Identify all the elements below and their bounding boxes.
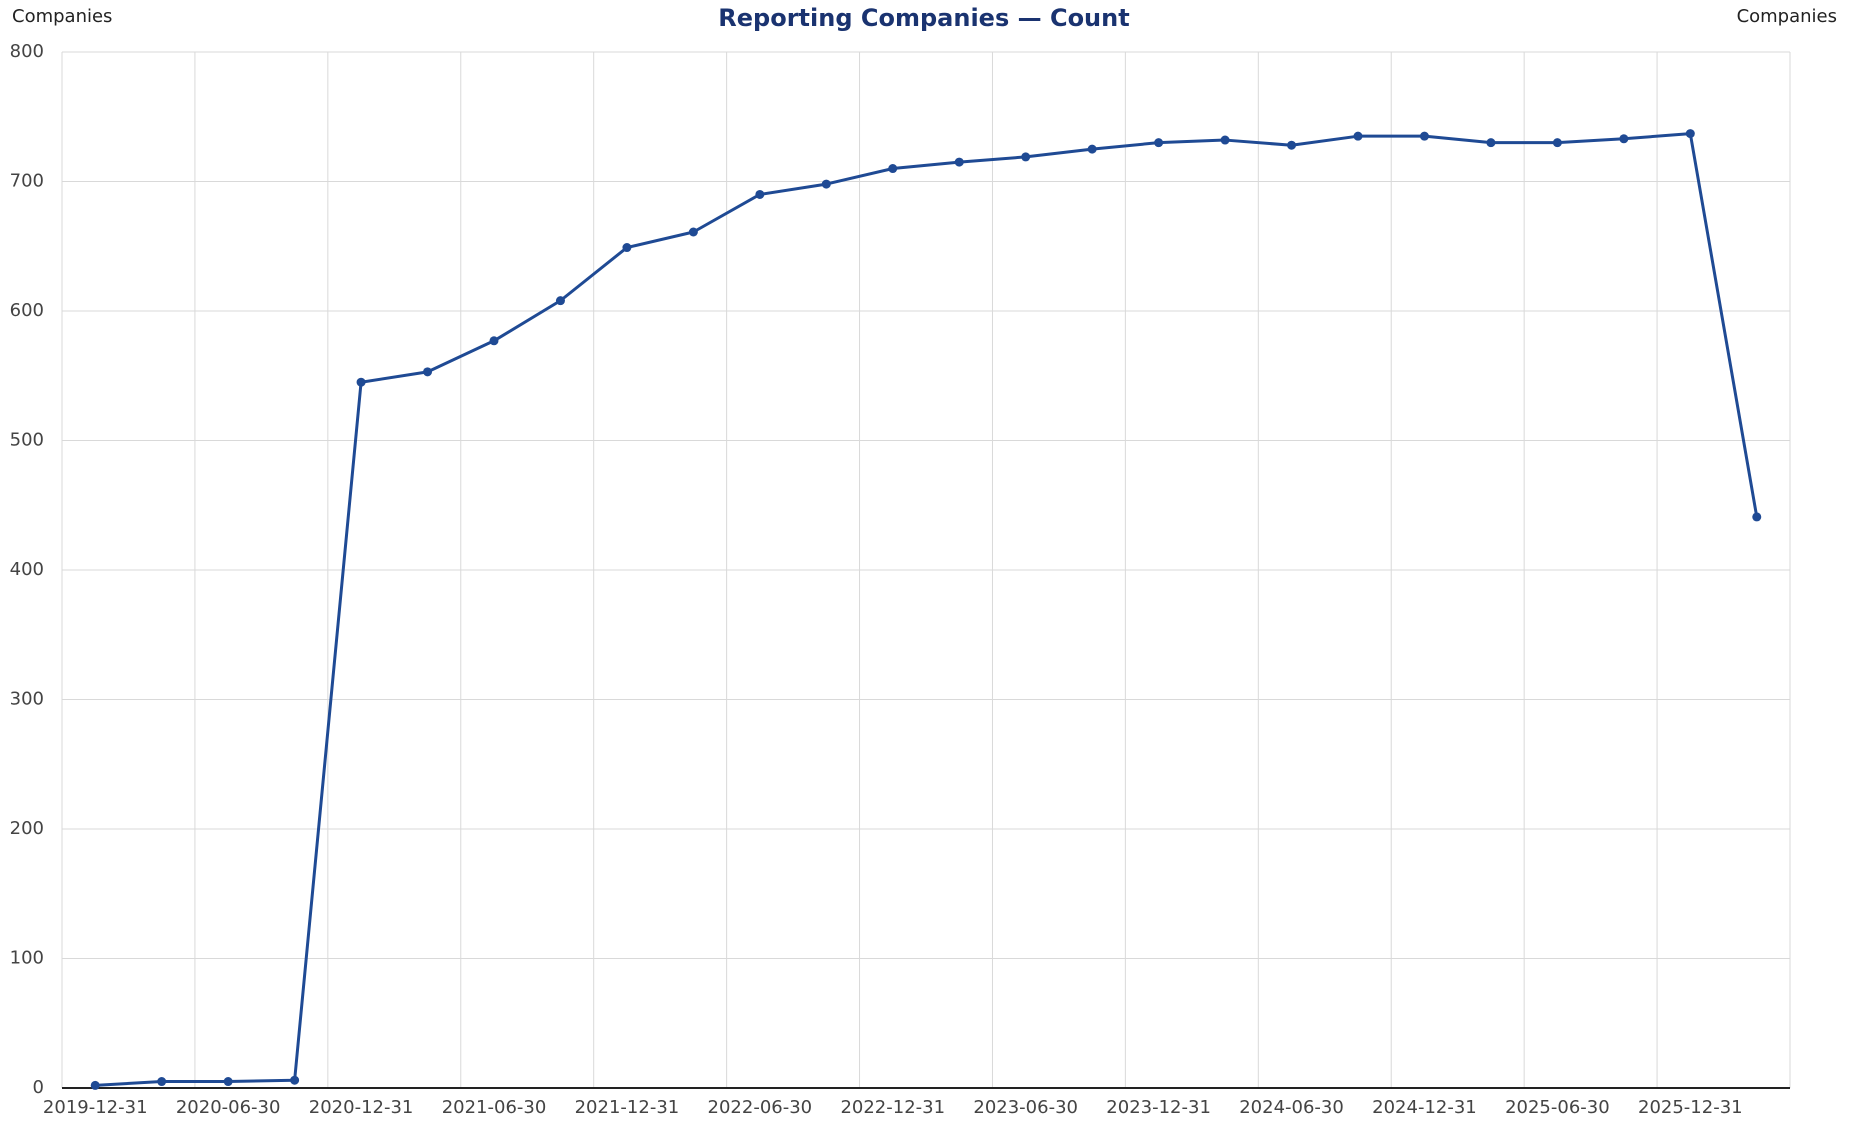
x-tick-label: 2025-12-31 [1638, 1097, 1743, 1118]
x-tick-label: 2024-06-30 [1239, 1097, 1344, 1118]
data-point [555, 296, 565, 306]
data-point [223, 1077, 233, 1087]
data-point [821, 179, 831, 189]
x-tick-label: 2023-12-31 [1106, 1097, 1211, 1118]
data-point [1552, 138, 1562, 148]
x-tick-label: 2023-06-30 [973, 1097, 1078, 1118]
data-point [954, 157, 964, 167]
data-point [356, 377, 366, 387]
y-tick-label: 400 [10, 559, 44, 580]
y-tick-label: 300 [10, 689, 44, 710]
y-tick-label: 800 [10, 41, 44, 62]
data-point [1154, 138, 1164, 148]
y-tick-label: 200 [10, 818, 44, 839]
data-point [290, 1075, 300, 1085]
x-tick-label: 2021-06-30 [442, 1097, 547, 1118]
y-axis-label-right: Companies [1737, 6, 1837, 27]
x-tick-label: 2025-06-30 [1505, 1097, 1610, 1118]
y-tick-label: 0 [33, 1077, 44, 1098]
data-point [423, 367, 433, 377]
x-tick-label: 2024-12-31 [1372, 1097, 1477, 1118]
data-point [1419, 131, 1429, 141]
data-point [688, 227, 698, 237]
data-point [157, 1077, 167, 1087]
data-point [622, 243, 632, 253]
data-point [1021, 152, 1031, 162]
data-point [1486, 138, 1496, 148]
x-tick-label: 2020-06-30 [176, 1097, 281, 1118]
x-tick-label: 2020-12-31 [309, 1097, 414, 1118]
y-tick-label: 500 [10, 430, 44, 451]
y-tick-label: 100 [10, 948, 44, 969]
data-point [755, 189, 765, 199]
data-point [1287, 140, 1297, 150]
data-point [1087, 144, 1097, 154]
data-point [1752, 512, 1762, 522]
data-point [489, 336, 499, 346]
x-tick-label: 2022-12-31 [840, 1097, 945, 1118]
x-tick-label: 2019-12-31 [43, 1097, 148, 1118]
data-point [1353, 131, 1363, 141]
data-point [1220, 135, 1230, 145]
data-point [888, 164, 898, 174]
data-point [1685, 129, 1695, 139]
y-tick-label: 700 [10, 171, 44, 192]
y-axis-label: Companies [12, 6, 112, 27]
x-tick-label: 2022-06-30 [708, 1097, 813, 1118]
line-series [95, 132, 1759, 1087]
chart-title: Reporting Companies — Count [718, 4, 1129, 32]
data-point [1619, 134, 1629, 144]
data-point [90, 1080, 100, 1090]
x-tick-label: 2021-12-31 [575, 1097, 680, 1118]
y-tick-label: 600 [10, 300, 44, 321]
